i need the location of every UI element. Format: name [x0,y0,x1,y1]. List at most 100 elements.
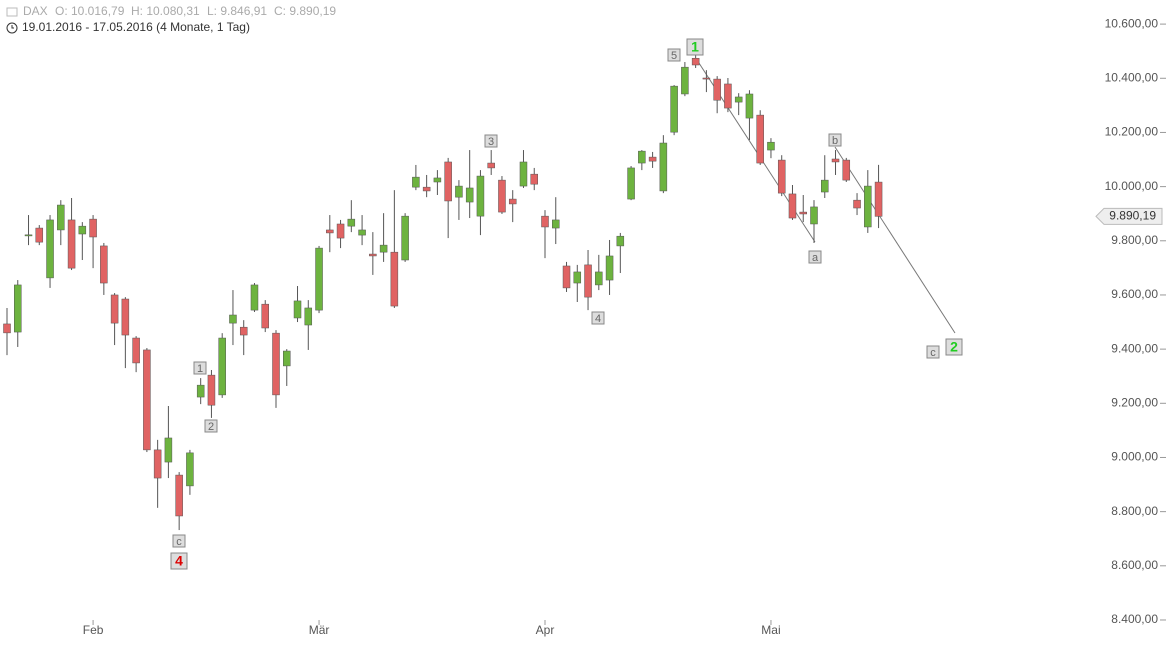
candle-body [24,234,33,237]
candle-body [390,251,399,307]
candle-body [821,179,829,193]
wave-label: 1 [691,39,699,55]
candle-body [788,193,797,219]
candle-body [724,83,732,109]
candle-body [864,185,872,228]
wave-label: 2 [950,339,958,355]
wave-label: 5 [671,50,677,62]
candle-body [831,158,840,163]
candle-body [562,265,571,289]
x-tick-label: Mai [761,623,780,637]
candle-body [3,323,11,334]
candle-body [132,337,140,364]
period: 19.01.2016 - 17.05.2016 (4 Monate, 1 Tag… [22,20,250,34]
y-tick-label: 9.400,00 [1111,341,1158,355]
instrument: DAX [23,4,48,18]
wave-label: c [930,347,936,359]
y-tick-label: 9.000,00 [1111,450,1158,464]
candle-body [78,225,87,235]
candle-body [250,284,259,311]
header: DAX O: 10.016,79 H: 10.080,31 L: 9.846,9… [6,4,336,34]
candle-body [487,162,495,169]
candle-body [498,179,506,213]
y-tick-label: 10.000,00 [1105,179,1159,193]
y-tick-label: 10.400,00 [1105,70,1159,84]
candle-body [46,219,54,279]
candle-body [336,223,345,239]
candle-body [164,437,173,463]
y-tick-label: 10.200,00 [1105,125,1159,139]
wave-label-box [945,338,963,356]
candle-body [229,314,237,324]
candle-body [595,271,603,286]
candle-body [379,244,388,253]
trend-line [834,146,956,334]
last-price-label: 9.890,19 [1109,209,1156,223]
candle-body [110,294,119,324]
ohlc-low: L: 9.846,91 [207,4,267,18]
y-tick-label: 9.600,00 [1111,287,1158,301]
candle-body [476,175,485,217]
candle-body [304,307,313,326]
y-tick-label: 9.200,00 [1111,395,1158,409]
candle-body [627,167,635,200]
candle-body [853,199,861,209]
candle-body [670,85,678,133]
candle-body [196,384,205,398]
candle-body [584,264,592,298]
candle-body [121,298,130,336]
candle-body [14,284,22,333]
candle-body [508,198,517,205]
candle-body [293,300,302,319]
candle-body [272,332,280,396]
candle-body [681,66,689,95]
candle-body [519,161,528,187]
candle-body [648,156,657,162]
candle-body [401,215,409,261]
candle-body [756,114,764,164]
wave-label-box [667,48,681,62]
candle-body [465,187,474,203]
wave-label-box [828,133,842,147]
candle-body [261,303,269,329]
wave-label-box [926,345,940,359]
candle-body [810,206,818,225]
last-price-tag [1095,207,1163,225]
candle-body [186,452,194,487]
candle-body [67,219,76,269]
candle-body [207,374,216,406]
candle-body [734,96,743,103]
candle-body [358,229,366,236]
candle-body [218,337,226,396]
candle-body [842,159,851,181]
candle-body [315,247,323,311]
wave-label-box [172,534,186,548]
candle-body [143,349,151,451]
y-tick-label: 9.800,00 [1111,233,1158,247]
wave-label-box [686,38,704,56]
candle-body [713,78,721,101]
candle-body [530,173,538,185]
candle-body [153,449,162,479]
ohlc-close: C: 9.890,19 [274,4,336,18]
y-tick-label: 8.800,00 [1111,504,1158,518]
wave-label: c [176,536,182,548]
candle-body [541,215,549,228]
candle-body [326,229,334,234]
wave-label-box [808,250,822,264]
candle-body [573,271,582,284]
candle-body [369,253,377,257]
candle-body [100,245,108,284]
candle-body [745,93,754,119]
wave-label-box [170,552,188,570]
x-tick-label: Feb [83,623,104,637]
candle-body [777,159,786,194]
candle-body [455,185,463,198]
ohlc-high: H: 10.080,31 [131,4,200,18]
x-tick-label: Apr [536,623,555,637]
wave-label: b [832,135,838,147]
wave-label: 1 [197,363,203,375]
candle-body [422,186,431,192]
candle-body [433,177,442,183]
instrument-icon [6,7,18,17]
